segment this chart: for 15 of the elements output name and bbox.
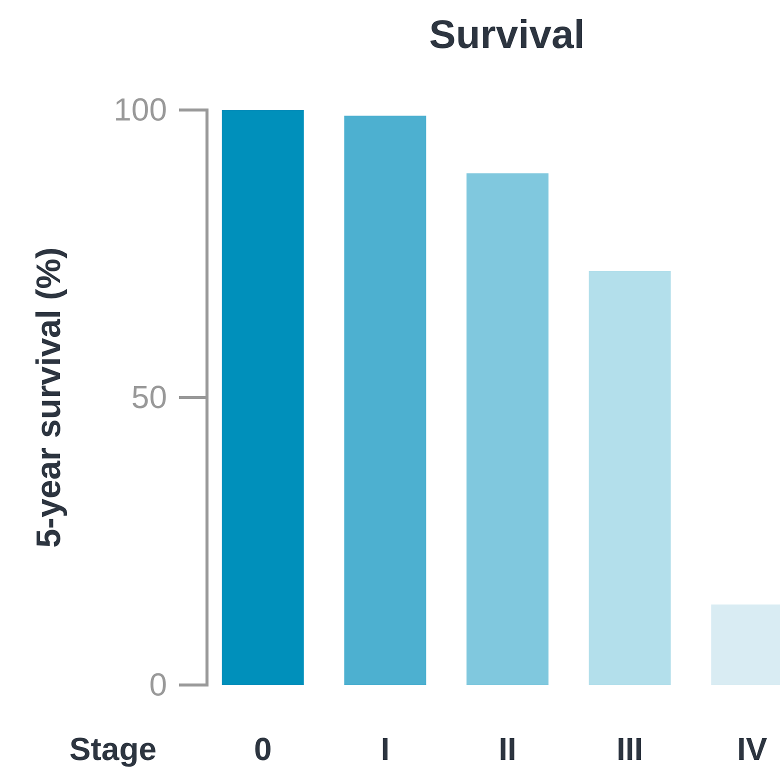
- bar: [344, 116, 426, 685]
- x-tick-label: I: [380, 731, 390, 767]
- chart-title: Survival: [429, 13, 585, 57]
- bar: [588, 271, 671, 685]
- y-tick-label: 50: [131, 378, 167, 415]
- y-tick-label: 0: [149, 666, 167, 702]
- x-tick-label: III: [616, 731, 644, 767]
- x-tick-label: 0: [254, 731, 272, 767]
- y-tick-label: 100: [114, 91, 167, 128]
- x-tick-label: II: [498, 731, 516, 767]
- bar: [222, 110, 304, 685]
- x-tick-label: IV: [737, 731, 768, 767]
- x-axis-title: Stage: [69, 731, 157, 767]
- bar: [466, 173, 548, 685]
- y-axis-title: 5-year survival (%): [30, 247, 68, 548]
